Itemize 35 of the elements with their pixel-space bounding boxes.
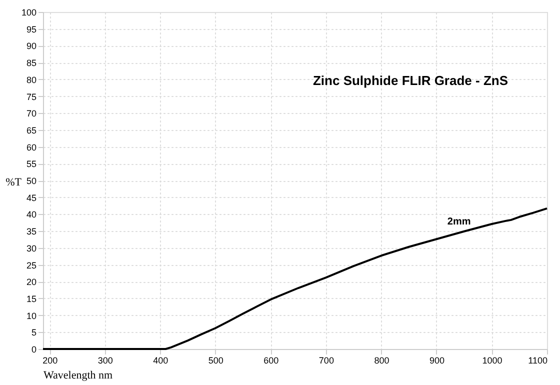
y-tick-label: 0 [31, 344, 36, 354]
x-axis-title: Wavelength nm [44, 370, 114, 382]
y-tick-label: 45 [26, 192, 36, 203]
x-tick-label: 700 [318, 356, 334, 366]
y-tick-label: 55 [26, 159, 36, 170]
x-tick-label: 900 [429, 356, 444, 366]
x-tick-label: 1100 [528, 356, 548, 366]
series-label: 2mm [447, 216, 471, 228]
y-tick-label: 50 [26, 176, 36, 186]
y-tick-label: 5 [31, 328, 36, 338]
x-tick-label: 600 [264, 356, 279, 366]
x-tick-label: 800 [374, 356, 390, 366]
y-tick-label: 40 [26, 210, 36, 220]
y-tick-label: 20 [26, 277, 36, 288]
y-tick-label: 30 [26, 243, 36, 254]
y-tick-label: 25 [26, 260, 36, 270]
y-axis-title: %T [6, 176, 22, 188]
x-tick-label: 500 [208, 356, 224, 366]
y-tick-label: 15 [26, 294, 36, 304]
y-tick-label: 100 [21, 8, 36, 18]
x-tick-label: 300 [98, 356, 113, 366]
y-tick-label: 10 [26, 310, 36, 321]
y-tick-label: 95 [26, 24, 36, 34]
y-tick-label: 85 [26, 58, 36, 68]
y-tick-label: 35 [26, 226, 36, 237]
y-tick-label: 65 [26, 125, 36, 136]
y-tick-label: 80 [26, 74, 36, 85]
text: Zinc Sulphide FLIR Grade - ZnS [312, 73, 508, 88]
x-tick-label: 200 [42, 356, 58, 366]
y-tick-label: 75 [26, 92, 36, 102]
y-tick-label: 60 [26, 142, 36, 152]
y-tick-label: 70 [26, 108, 36, 119]
x-tick-label: 400 [153, 356, 168, 366]
y-tick-label: 90 [26, 41, 36, 52]
x-tick-label: 1000 [482, 356, 502, 366]
